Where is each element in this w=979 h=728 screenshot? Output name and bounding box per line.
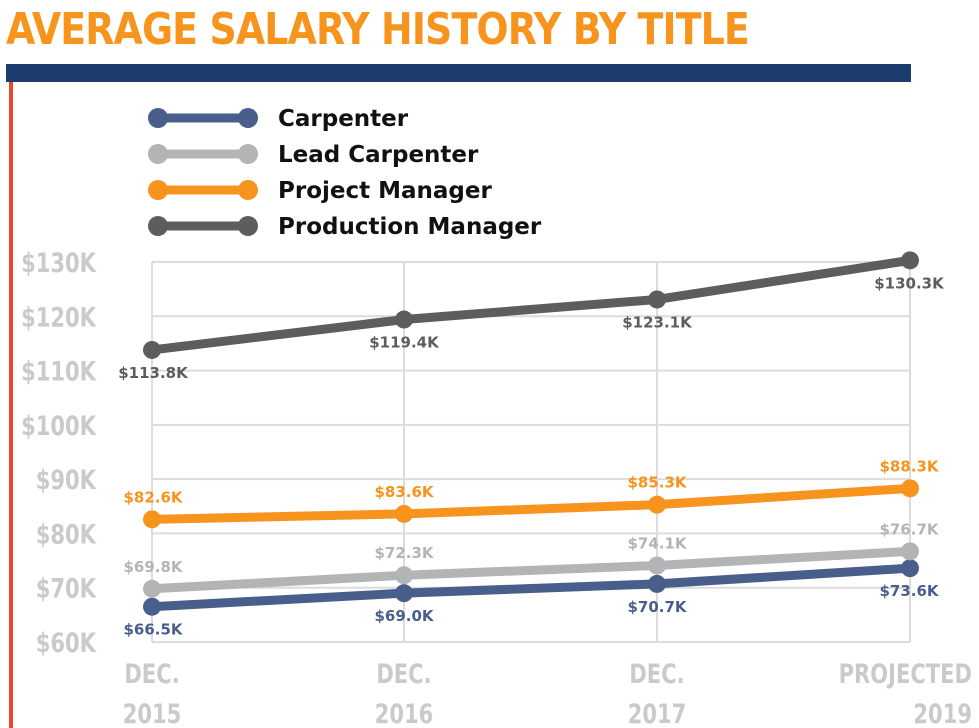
data-label: $74.1K [627,534,687,552]
data-label: $73.6K [879,582,939,600]
x-tick-label: 2017 [628,698,687,728]
x-axis-ticks: DEC. 2015 DEC. 2016 DEC. 2017 PROJECTED 2019 [123,658,972,728]
x-tick-label: 2015 [123,698,182,728]
data-label: $70.7K [627,598,687,616]
legend-swatch-dot [148,180,168,200]
grid [151,261,911,643]
series-line-0 [147,563,915,612]
data-point [901,542,919,561]
y-axis-ticks: $130K $120K $110K $100K $90K $80K $70K $60K [21,247,97,658]
series-lines [143,251,919,616]
data-point [395,584,413,603]
y-tick-label: $70K [36,573,97,604]
y-tick-label: $110K [21,356,97,387]
data-labels: $66.5K $69.0K $70.7K $73.6K $69.8K $72.3K $74.… [118,274,945,638]
series-line-1 [147,546,915,594]
data-point [901,479,919,498]
legend-entry-label: Production Manager [278,214,542,240]
legend-swatch-dot [148,216,168,236]
data-point [143,579,161,598]
data-point [648,574,666,593]
chart-title: AVERAGE SALARY HISTORY BY TITLE [6,4,750,55]
data-label: $83.6K [374,483,434,501]
left-accent-bar [9,82,13,728]
legend-swatch-dot [238,144,258,164]
title-underline-bar [6,64,911,82]
legend-entry-label: Project Manager [278,178,492,204]
y-tick-label: $80K [36,519,97,550]
data-label: $113.8K [118,364,189,382]
data-point [143,340,161,359]
data-label: $85.3K [627,474,687,492]
data-label: $82.6K [123,488,183,506]
legend-swatch-dot [148,144,168,164]
data-point [648,495,666,514]
legend-entry-label: Lead Carpenter [278,142,479,168]
data-label: $76.7K [879,520,939,538]
x-tick-label: PROJECTED [839,658,972,689]
x-tick-label: 2016 [375,698,434,728]
data-point [901,251,919,270]
y-tick-label: $90K [36,465,97,496]
data-point [395,504,413,523]
data-label: $69.0K [374,607,434,625]
y-tick-label: $130K [21,247,97,278]
legend-swatch-dot [238,180,258,200]
legend-swatch-dot [238,216,258,236]
data-label: $123.1K [622,313,693,331]
legend-entry-label: Carpenter [278,106,409,132]
data-label: $69.8K [123,558,183,576]
y-tick-label: $100K [21,410,97,441]
legend: Carpenter Lead Carpenter Project Manager Pr… [148,106,542,240]
data-point [648,556,666,575]
y-tick-label: $120K [21,302,97,333]
data-label: $66.5K [123,621,183,639]
legend-swatch-dot [238,108,258,128]
data-label: $88.3K [879,457,939,475]
x-tick-label: DEC. [124,658,179,689]
x-tick-label: DEC. [376,658,431,689]
x-tick-label: DEC. [629,658,684,689]
data-point [901,559,919,578]
x-tick-label: 2019 [913,698,972,728]
series-line-2 [147,483,915,524]
y-tick-label: $60K [36,627,97,658]
legend-swatch-dot [148,108,168,128]
data-point [395,566,413,585]
data-point [395,310,413,329]
data-point [143,597,161,616]
data-point [143,510,161,529]
data-label: $72.3K [374,544,434,562]
data-label: $130.3K [874,274,945,292]
data-label: $119.4K [369,334,440,352]
series-line-3 [147,255,915,355]
data-point [648,290,666,309]
